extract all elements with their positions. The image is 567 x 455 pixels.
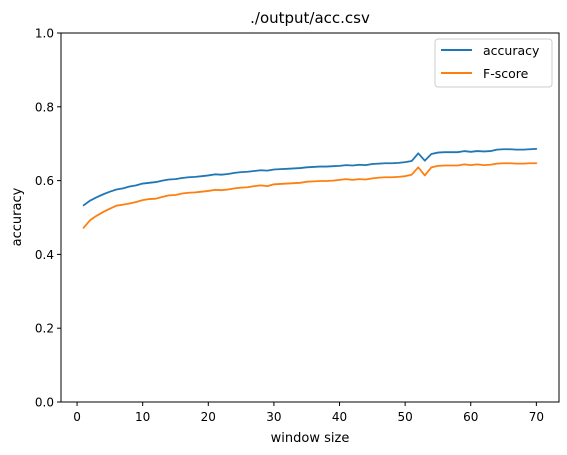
series-line-accuracy (82, 147, 538, 207)
y-tick-label: 0.2 (35, 322, 54, 336)
y-tick-label: 1.0 (35, 27, 54, 41)
y-tick-label: 0.8 (35, 100, 54, 114)
legend-label-f-score: F-score (483, 66, 529, 81)
series-line-f-score (82, 162, 538, 229)
x-tick-label: 10 (135, 410, 150, 424)
y-tick-label: 0.6 (35, 174, 54, 188)
x-tick-label: 70 (529, 410, 544, 424)
plot-frame (60, 32, 560, 403)
y-axis-label: accuracy (10, 187, 25, 246)
legend-label-accuracy: accuracy (483, 43, 540, 58)
x-axis-label: window size (271, 431, 350, 446)
y-axis: 0.0 0.2 0.4 0.6 0.8 1.0 (35, 27, 61, 410)
legend: accuracy F-score (434, 38, 553, 88)
x-axis: 0 10 20 30 40 50 60 70 (73, 402, 544, 424)
x-tick-label: 20 (201, 410, 216, 424)
y-tick-label: 0.4 (35, 248, 54, 262)
series-layer (82, 147, 538, 229)
chart-title: ./output/acc.csv (250, 9, 370, 27)
x-tick-label: 30 (266, 410, 281, 424)
x-tick-label: 60 (463, 410, 478, 424)
x-tick-label: 0 (73, 410, 81, 424)
x-tick-label: 40 (332, 410, 347, 424)
y-tick-label: 0.0 (35, 396, 54, 410)
x-tick-label: 50 (397, 410, 412, 424)
